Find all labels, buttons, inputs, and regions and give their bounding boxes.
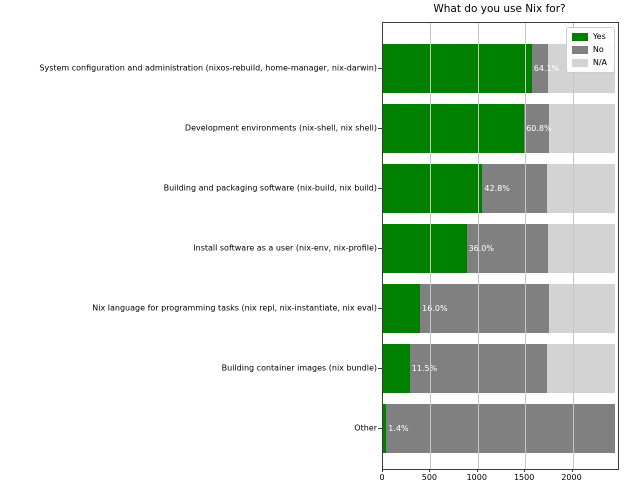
bar-row: 11.5% [383,344,618,393]
bar-row: 1.4% [383,404,618,453]
bar-percent-label: 60.8% [526,124,552,133]
x-tick-label: 2000 [561,473,582,482]
bar-segment-no [466,224,548,273]
x-tick-label: 500 [421,473,438,482]
legend-item-na: N/A [571,58,607,68]
gridline [477,23,479,469]
bar-percent-label: 42.8% [484,184,510,193]
gridline [525,23,527,469]
bar-segment-no [524,104,550,153]
bar-segment-yes [383,224,467,273]
gridline [572,23,574,469]
bar-segment-no [482,164,547,213]
y-axis-label: Other [354,423,377,432]
y-axis-label: System configuration and administration … [39,63,377,72]
x-tick-label: 1500 [513,473,535,482]
y-axis-label: Install software as a user (nix-env, nix… [193,243,377,252]
bar-segment-na [546,344,616,393]
bar-segment-yes [383,404,387,453]
y-axis-label: Building container images (nix bundle) [221,363,377,372]
bar-percent-label: 11.5% [411,364,438,373]
legend-label-no: No [592,45,604,54]
x-tick-label: 1000 [466,473,487,482]
bar-row: 42.8% [383,164,618,213]
legend-swatch-yes-icon [571,33,588,41]
chart-title: What do you use Nix for? [433,3,566,15]
bar-row: 36.0% [383,224,618,273]
legend: Yes No N/A [565,27,615,73]
y-axis-label: Development environments (nix-shell, nix… [184,123,377,132]
bar-segment-no [531,44,548,93]
legend-swatch-no-icon [571,46,588,54]
y-axis-label: Nix language for programming tasks (nix … [92,303,377,312]
legend-item-no: No [571,45,607,55]
gridline [430,23,432,469]
legend-label-na: N/A [592,58,607,67]
bar-segment-yes [383,164,483,213]
bar-segment-yes [383,284,421,333]
bar-row: 60.8% [383,104,618,153]
legend-label-yes: Yes [592,32,606,41]
bar-percent-label: 36.0% [468,244,494,253]
legend-swatch-na-icon [571,59,588,67]
bar-segment-na [547,224,616,273]
bar-row: 16.0% [383,284,618,333]
bar-segment-na [549,104,616,153]
bar-segment-yes [383,44,532,93]
bar-percent-label: 64.1% [533,64,560,73]
x-tick-label: 0 [379,473,385,482]
bar-segment-no [420,284,549,333]
bar-segment-no [386,404,616,453]
bar-segment-na [548,284,616,333]
legend-item-yes: Yes [571,32,607,42]
bar-percent-label: 1.4% [388,424,409,433]
bar-segment-yes [383,344,410,393]
bar-segment-yes [383,104,525,153]
bar-segment-na [546,164,616,213]
bar-percent-label: 16.0% [422,304,448,313]
y-axis-label: Building and packaging software (nix-bui… [163,183,377,192]
plot-area: Yes No N/A 64.1% 60.8% 42.8% 36.0% 16.0% 11.5… [382,22,619,470]
bar-row: 64.1% [383,44,618,93]
